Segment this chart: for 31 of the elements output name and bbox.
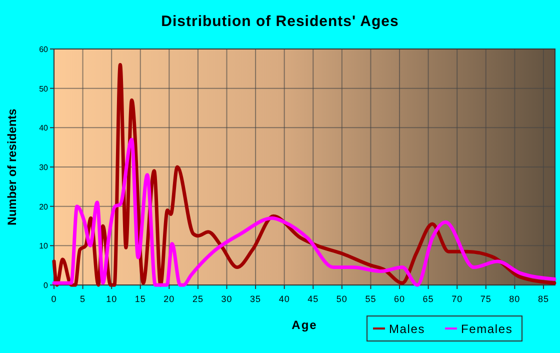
x-tick-label: 40 (278, 294, 290, 304)
x-tick-label: 45 (308, 294, 319, 304)
x-tick-label: 0 (51, 294, 57, 304)
y-tick-label: 30 (39, 163, 49, 172)
chart-title: Distribution of Residents' Ages (161, 13, 399, 30)
y-axis-title: Number of residents (5, 108, 19, 226)
x-tick-label: 20 (164, 294, 175, 304)
x-tick-label: 75 (480, 294, 492, 304)
y-tick-label: 60 (39, 45, 49, 54)
x-tick-label: 65 (422, 294, 434, 304)
x-tick-label: 80 (509, 294, 520, 304)
y-tick-label: 40 (39, 124, 49, 133)
y-tick-label: 20 (39, 202, 49, 212)
y-tick-label: 0 (44, 281, 49, 290)
x-tick-label: 10 (106, 294, 118, 304)
x-tick-label: 25 (192, 294, 204, 304)
x-tick-label: 70 (452, 294, 463, 304)
x-tick-label: 30 (221, 294, 232, 304)
x-tick-label: 55 (365, 294, 376, 304)
x-tick-label: 60 (394, 294, 406, 304)
line-series (52, 138, 556, 287)
y-tick-label: 10 (39, 242, 49, 251)
x-tick-label: 15 (134, 294, 146, 304)
y-tick-label: 50 (39, 84, 49, 94)
x-tick-label: 35 (250, 294, 262, 304)
x-tick-label: 50 (336, 294, 348, 304)
legend-label: Males (389, 322, 426, 336)
x-tick-label: 5 (80, 294, 86, 304)
legend-label: Females (461, 322, 513, 336)
x-tick-label: 85 (538, 294, 549, 304)
x-axis-title: Age (292, 318, 318, 332)
